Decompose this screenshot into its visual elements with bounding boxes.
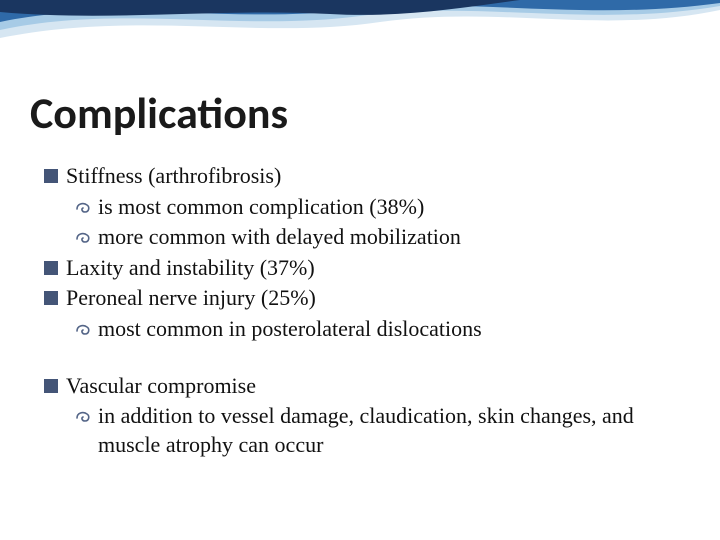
bullet-level1: Vascular compromise — [44, 372, 680, 401]
bullet-text: Stiffness (arthrofibrosis) — [66, 162, 680, 191]
paragraph-gap — [44, 346, 680, 372]
bullet-text: Vascular compromise — [66, 372, 680, 401]
bullet-level2: more common with delayed mobilization — [74, 223, 680, 252]
square-bullet-icon — [44, 291, 58, 305]
swirl-bullet-icon — [74, 227, 94, 247]
slide-title: Complications — [30, 86, 288, 140]
bullet-text: more common with delayed mobilization — [98, 223, 680, 252]
bullet-text: most common in posterolateral dislocatio… — [98, 315, 680, 344]
slide-body: Stiffness (arthrofibrosis) is most commo… — [44, 162, 680, 461]
square-bullet-icon — [44, 169, 58, 183]
bullet-level1: Laxity and instability (37%) — [44, 254, 680, 283]
swirl-bullet-icon — [74, 319, 94, 339]
swirl-bullet-icon — [74, 406, 94, 426]
header-wave-decoration — [0, 0, 720, 90]
bullet-text: is most common complication (38%) — [98, 193, 680, 222]
square-bullet-icon — [44, 261, 58, 275]
bullet-text: in addition to vessel damage, claudicati… — [98, 402, 680, 459]
bullet-level2: most common in posterolateral dislocatio… — [74, 315, 680, 344]
swirl-bullet-icon — [74, 197, 94, 217]
bullet-text: Laxity and instability (37%) — [66, 254, 680, 283]
bullet-text: Peroneal nerve injury (25%) — [66, 284, 680, 313]
square-bullet-icon — [44, 379, 58, 393]
bullet-level1: Peroneal nerve injury (25%) — [44, 284, 680, 313]
bullet-level2: is most common complication (38%) — [74, 193, 680, 222]
wave-svg — [0, 0, 720, 90]
bullet-level2: in addition to vessel damage, claudicati… — [74, 402, 680, 459]
bullet-level1: Stiffness (arthrofibrosis) — [44, 162, 680, 191]
